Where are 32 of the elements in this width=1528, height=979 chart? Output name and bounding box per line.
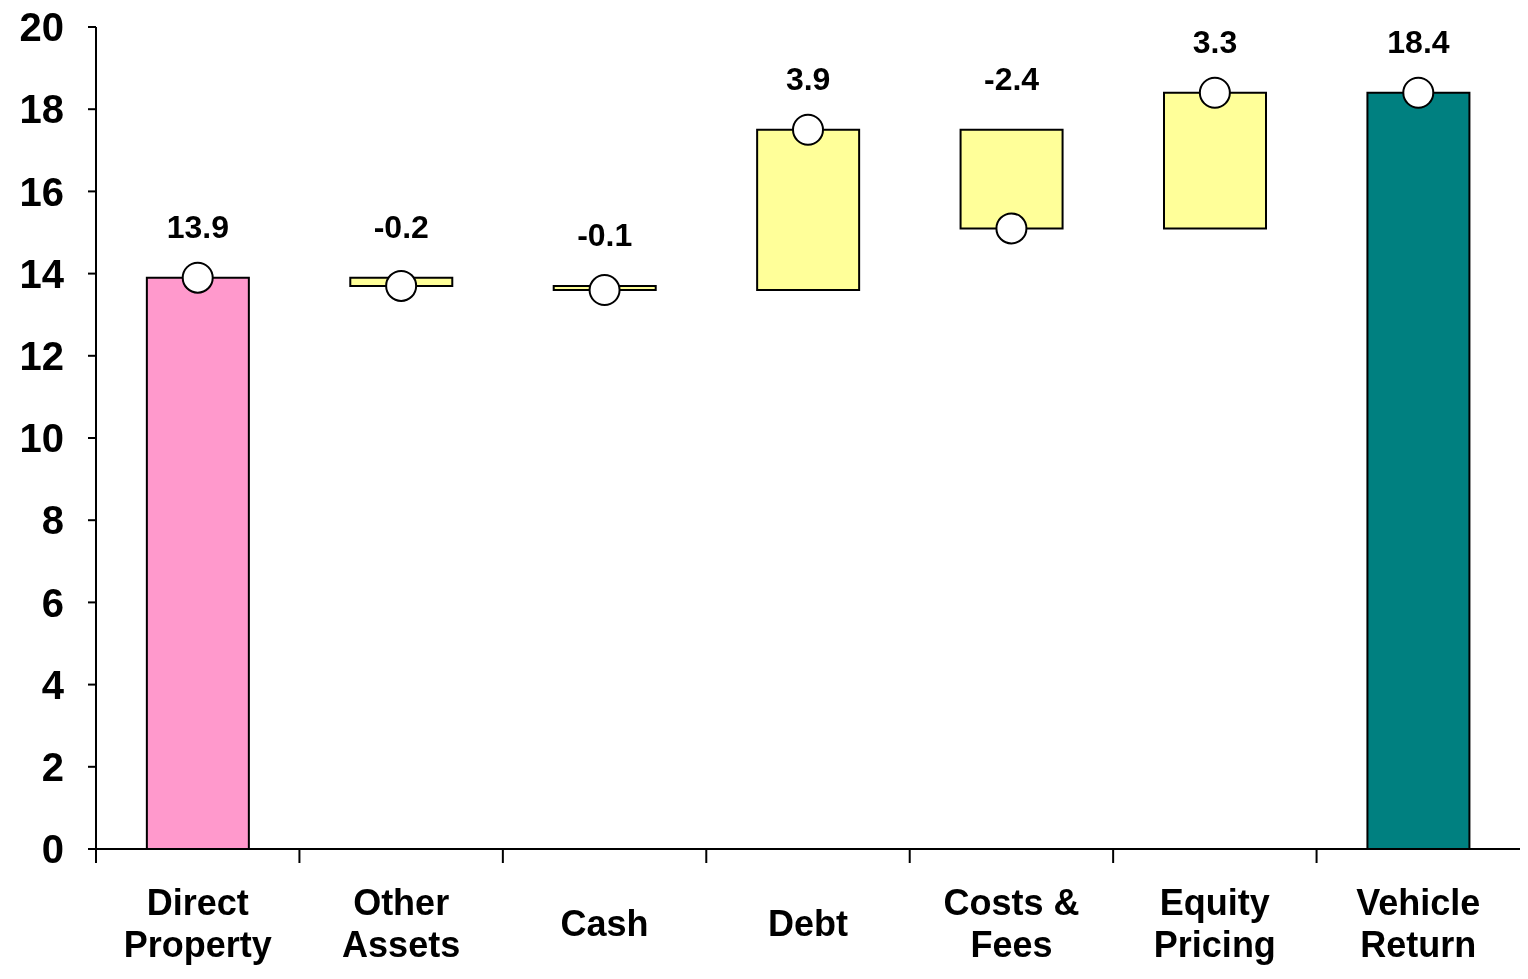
point	[588, 274, 621, 307]
x-tick-label: Debt	[768, 903, 849, 944]
y-tick-label: 16	[19, 169, 64, 214]
data-label: -0.2	[373, 208, 429, 245]
point	[1198, 76, 1231, 109]
data-label: 13.9	[166, 208, 229, 245]
data-label: 18.4	[1387, 23, 1450, 60]
y-tick-label: 2	[41, 745, 64, 789]
data-label: -2.4	[984, 60, 1040, 97]
y-tick-label: 10	[19, 416, 64, 461]
y-tick-label: 20	[19, 5, 64, 50]
point	[792, 113, 824, 146]
point	[1402, 76, 1435, 109]
y-tick-label: 4	[41, 662, 65, 707]
y-tick-label: 12	[19, 334, 64, 378]
data-label: 3.9	[785, 60, 831, 97]
y-tick-label: 0	[41, 827, 64, 872]
x-tick-label: Costs & Fees	[943, 882, 1080, 965]
y-tick-label: 14	[19, 251, 65, 296]
x-tick-label: Vehicle Return	[1356, 882, 1481, 965]
x-tick-label: Cash	[560, 903, 649, 944]
y-tick-label: 18	[19, 87, 64, 132]
x-tick-label: Direct Property	[123, 882, 272, 965]
y-tick-label: 6	[41, 580, 64, 625]
point	[995, 212, 1028, 245]
y-tick-label: 8	[41, 498, 64, 543]
x-tick-label: Other Assets	[342, 882, 461, 965]
data-label: -0.1	[577, 216, 633, 253]
data-label: 3.3	[1192, 23, 1238, 60]
point	[385, 269, 418, 302]
point	[181, 261, 214, 294]
x-tick-label: Equity Pricing	[1153, 882, 1276, 965]
